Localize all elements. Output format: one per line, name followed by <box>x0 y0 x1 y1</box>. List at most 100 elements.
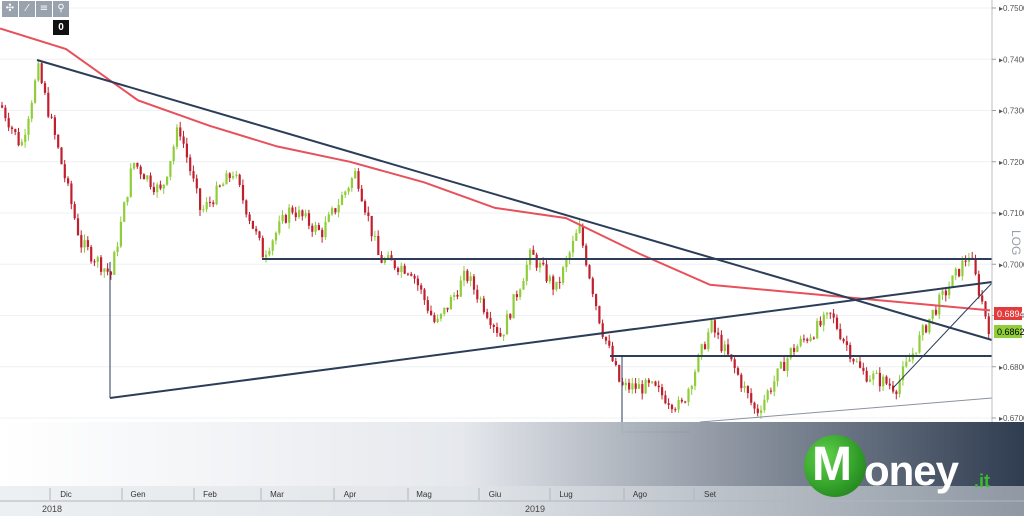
candle-body <box>103 268 106 272</box>
candle-body <box>360 188 363 202</box>
candle-body <box>862 367 865 371</box>
money-it-logo: M oney .it <box>802 433 1022 503</box>
candle-body <box>390 255 393 261</box>
candle-body <box>288 207 291 223</box>
candle-body <box>535 254 538 268</box>
candle-body <box>456 294 459 297</box>
candle-body <box>835 317 839 329</box>
candle-body <box>202 209 205 211</box>
candle-body <box>753 402 756 409</box>
candle-body <box>908 359 911 362</box>
candle-body <box>261 238 264 258</box>
x-tick-label: Lug <box>559 490 572 499</box>
candle-body <box>542 262 545 265</box>
candle-body <box>750 393 753 403</box>
x-tick-label: Feb <box>203 490 217 499</box>
candle-body <box>1 105 4 108</box>
candle-body <box>852 358 855 362</box>
candle-body <box>802 338 806 340</box>
candle-body <box>70 183 73 205</box>
candle-body <box>255 228 258 232</box>
candle-body <box>786 358 789 371</box>
candle-body <box>426 300 429 311</box>
candle-body <box>334 208 337 213</box>
crosshair-icon[interactable]: ✣ <box>2 1 18 17</box>
candle-body <box>119 221 122 247</box>
candle-body <box>57 134 60 148</box>
candle-body <box>410 273 413 276</box>
candle-body <box>271 240 274 251</box>
x-tick-label: Mag <box>416 490 432 499</box>
candle-body <box>116 246 119 253</box>
candle-body <box>591 278 594 295</box>
candle-body <box>156 184 159 193</box>
candle-body <box>403 265 406 274</box>
candle-body <box>687 389 690 403</box>
candle-body <box>146 175 149 180</box>
x-tick-label: Gen <box>130 490 145 499</box>
candle-body <box>195 178 198 189</box>
candle-body <box>684 401 687 403</box>
candle-body <box>446 307 449 310</box>
candle-body <box>674 409 677 411</box>
candle-body <box>651 381 654 383</box>
candle-body <box>951 275 954 288</box>
candle-body <box>717 332 720 335</box>
candle-body <box>618 364 621 382</box>
candle-body <box>661 387 664 396</box>
candle-body <box>723 344 726 352</box>
candle-body <box>439 313 443 319</box>
candle-body <box>354 171 357 179</box>
candle-body <box>139 166 142 175</box>
candle-body <box>251 220 254 229</box>
candle-body <box>984 301 987 317</box>
candle-body <box>208 201 212 203</box>
candle-body <box>453 294 456 298</box>
candle-body <box>73 204 76 219</box>
candle-body <box>845 341 848 345</box>
year-label-2018: 2018 <box>42 504 62 514</box>
candle-body <box>436 318 439 322</box>
candle-body <box>763 399 766 411</box>
candle-body <box>350 178 353 189</box>
candle-body <box>954 268 957 276</box>
candle-body <box>868 379 872 382</box>
candle-body <box>166 176 169 185</box>
candle-body <box>136 162 139 167</box>
candle-body <box>522 281 525 290</box>
candle-body <box>565 259 568 268</box>
candle-body <box>175 127 179 147</box>
uptrend-line <box>109 281 993 399</box>
candle-body <box>364 201 367 213</box>
candle-body <box>608 340 611 346</box>
candle-body <box>783 362 786 371</box>
candle-body <box>892 385 895 392</box>
lower-channel-line <box>699 397 993 423</box>
candle-body <box>96 257 99 262</box>
candle-body <box>941 290 944 295</box>
search-icon[interactable]: ⚲ <box>53 1 69 17</box>
candle-body <box>192 171 195 179</box>
candle-body <box>20 141 23 146</box>
candle-body <box>482 298 485 313</box>
x-tick-label: Set <box>704 490 717 499</box>
candle-body <box>86 240 89 247</box>
candle-body <box>344 191 347 196</box>
candle-body <box>849 344 852 359</box>
candle-body <box>977 274 980 296</box>
candle-body <box>215 185 218 205</box>
support-box-line <box>621 356 690 433</box>
text-icon[interactable]: ≡ <box>36 1 52 17</box>
candle-body <box>944 290 947 296</box>
zero-badge[interactable]: 0 <box>53 20 69 35</box>
candle-body <box>489 317 492 326</box>
draw-line-icon[interactable]: ⁄ <box>19 1 35 17</box>
candle-body <box>707 332 710 350</box>
candle-body <box>370 215 373 237</box>
candle-body <box>76 218 80 236</box>
candle-body <box>915 352 918 354</box>
candle-body <box>664 395 667 404</box>
candle-body <box>228 173 231 178</box>
candle-body <box>397 268 400 273</box>
candle-body <box>238 174 241 185</box>
